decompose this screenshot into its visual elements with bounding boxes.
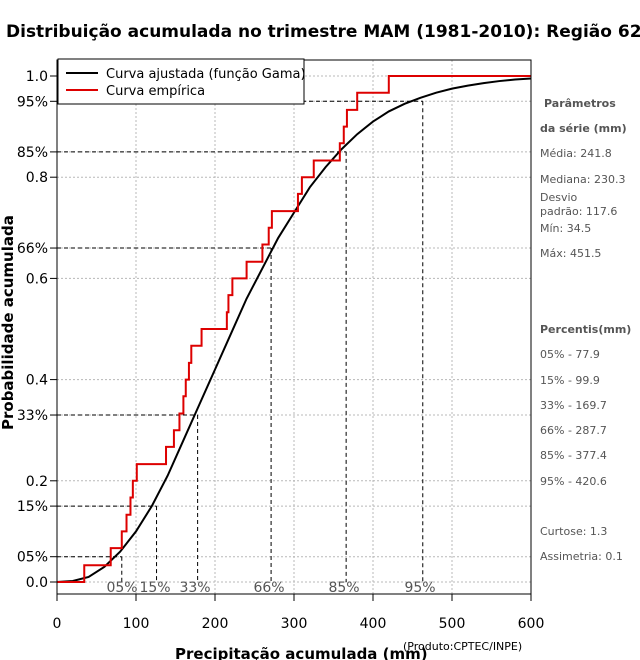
percentile-15: 15% - 99.9 bbox=[540, 374, 600, 387]
percentile-66: 66% - 287.7 bbox=[540, 424, 607, 437]
y-tick-label: 0.4 bbox=[26, 373, 48, 389]
chart-title: Distribuição acumulada no trimestre MAM … bbox=[6, 22, 640, 42]
x-tick-label: 300 bbox=[281, 616, 308, 632]
stat-stddev-line1: Desvio bbox=[540, 191, 578, 204]
stat-min: Mín: 34.5 bbox=[540, 222, 591, 235]
params-heading-line2: da série (mm) bbox=[540, 122, 627, 135]
stat-max: Máx: 451.5 bbox=[540, 247, 601, 260]
series-line-empirical-step bbox=[57, 75, 531, 583]
percentile-x-label: 66% bbox=[253, 580, 284, 596]
stat-skewness: Assimetria: 0.1 bbox=[540, 550, 623, 563]
percentile-x-label: 15% bbox=[139, 580, 170, 596]
percentile-x-label: 33% bbox=[179, 580, 210, 596]
stat-median: Mediana: 230.3 bbox=[540, 173, 625, 186]
percentile-x-labels: 05% 15% 33% 66% 85% 95% bbox=[106, 580, 435, 596]
legend-label-fitted: Curva ajustada (função Gama) bbox=[106, 67, 306, 82]
percentile-guides bbox=[57, 100, 424, 582]
y-axis-label: Probabilidade acumulada bbox=[0, 215, 17, 430]
x-tick-label: 100 bbox=[123, 616, 150, 632]
series-layer bbox=[56, 75, 532, 583]
y-tick-label: 85% bbox=[17, 145, 48, 161]
x-tick-label: 600 bbox=[518, 616, 545, 632]
y-tick-label: 15% bbox=[17, 499, 48, 515]
x-tick-label: 400 bbox=[360, 616, 387, 632]
legend-label-empirical: Curva empírica bbox=[106, 84, 205, 99]
percentile-33: 33% - 169.7 bbox=[540, 399, 607, 412]
percentile-05: 05% - 77.9 bbox=[540, 348, 600, 361]
stat-stddev-line2: padrão: 117.6 bbox=[540, 205, 617, 218]
percentile-95: 95% - 420.6 bbox=[540, 475, 607, 488]
legend-box bbox=[57, 58, 305, 105]
legend: Curva ajustada (função Gama) Curva empír… bbox=[57, 58, 306, 105]
y-tick-label: 0.2 bbox=[26, 474, 48, 490]
credit-label: (Produto:CPTEC/INPE) bbox=[403, 640, 522, 653]
plot-area: 0 100 200 300 400 500 600 0.005%15%0.233%0.40.… bbox=[17, 59, 545, 632]
x-tick-label: 200 bbox=[202, 616, 229, 632]
stat-mean: Média: 241.8 bbox=[540, 147, 612, 160]
x-axis-label: Precipitação acumulada (mm) bbox=[175, 645, 428, 660]
y-tick-label: 66% bbox=[17, 241, 48, 257]
y-tick-label: 95% bbox=[17, 94, 48, 110]
y-axis-ticks: 0.0 05% 15% 0.2 33% 0.4 0.6 66% 0.8 85% 95% 1.0 bbox=[17, 69, 57, 591]
y-tick-label: 0.0 bbox=[26, 575, 48, 591]
y-tick-label: 0.8 bbox=[26, 170, 48, 186]
x-tick-label: 0 bbox=[53, 616, 62, 632]
x-tick-label: 500 bbox=[439, 616, 466, 632]
percentile-x-label: 85% bbox=[328, 580, 359, 596]
x-axis-ticks: 0 100 200 300 400 500 600 bbox=[53, 594, 545, 632]
params-heading-line1: Parâmetros bbox=[544, 97, 616, 110]
y-tick-label: 05% bbox=[17, 550, 48, 566]
y-tick-label: 0.6 bbox=[26, 271, 48, 287]
y-tick-label: 1.0 bbox=[26, 69, 48, 85]
percentile-85: 85% - 377.4 bbox=[540, 449, 607, 462]
percentile-x-label: 95% bbox=[404, 580, 435, 596]
percentiles-heading: Percentis(mm) bbox=[540, 323, 631, 336]
series-line-fitted-gamma bbox=[56, 77, 532, 583]
stat-kurtosis: Curtose: 1.3 bbox=[540, 525, 607, 538]
y-tick-label: 33% bbox=[17, 408, 48, 424]
side-panel: Parâmetros da série (mm) Média: 241.8 Me… bbox=[540, 97, 631, 563]
percentile-x-label: 05% bbox=[106, 580, 137, 596]
